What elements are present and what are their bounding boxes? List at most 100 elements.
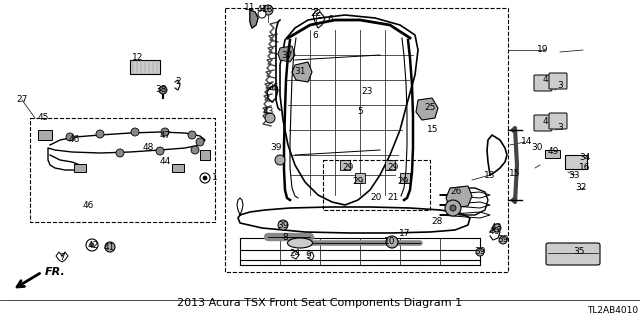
FancyBboxPatch shape <box>534 115 552 131</box>
Text: 43: 43 <box>490 223 502 233</box>
Bar <box>74 164 86 172</box>
Text: 11: 11 <box>244 4 256 12</box>
Polygon shape <box>250 10 258 28</box>
Circle shape <box>258 10 266 18</box>
Text: 29: 29 <box>342 164 354 172</box>
Text: 4: 4 <box>542 117 548 126</box>
Text: 41: 41 <box>256 5 268 14</box>
Circle shape <box>263 5 273 15</box>
Text: 22: 22 <box>310 10 322 19</box>
Circle shape <box>278 220 288 230</box>
Bar <box>30 118 215 222</box>
Text: 39: 39 <box>474 247 486 257</box>
Text: 3: 3 <box>557 81 563 90</box>
Circle shape <box>476 248 484 256</box>
Bar <box>385 160 395 170</box>
Bar <box>38 130 52 140</box>
Ellipse shape <box>287 238 312 248</box>
Text: 23: 23 <box>362 87 372 97</box>
Text: 31: 31 <box>294 68 306 76</box>
FancyBboxPatch shape <box>549 73 567 89</box>
Text: 48: 48 <box>142 143 154 153</box>
Circle shape <box>200 173 210 183</box>
Circle shape <box>275 155 285 165</box>
Text: 29: 29 <box>397 178 409 187</box>
Text: FR.: FR. <box>45 267 66 277</box>
Bar <box>172 164 184 172</box>
Circle shape <box>493 224 501 232</box>
Bar <box>323 160 430 210</box>
Circle shape <box>203 176 207 180</box>
Text: 39: 39 <box>270 143 282 153</box>
Text: 39: 39 <box>497 236 509 244</box>
Text: 49: 49 <box>547 148 559 156</box>
Bar <box>340 160 350 170</box>
Circle shape <box>191 146 199 154</box>
Text: 9: 9 <box>305 251 311 260</box>
Polygon shape <box>446 186 472 208</box>
Text: 20: 20 <box>371 193 381 202</box>
Circle shape <box>445 200 461 216</box>
Text: 2: 2 <box>175 77 181 86</box>
Text: 10: 10 <box>384 236 396 245</box>
Text: 47: 47 <box>159 131 171 140</box>
Text: 5: 5 <box>357 108 363 116</box>
Circle shape <box>86 239 98 251</box>
Circle shape <box>499 236 507 244</box>
FancyBboxPatch shape <box>549 113 567 129</box>
Text: 33: 33 <box>568 171 580 180</box>
Text: 35: 35 <box>573 247 585 257</box>
Circle shape <box>116 149 124 157</box>
Circle shape <box>96 130 104 138</box>
Text: 6: 6 <box>327 15 333 25</box>
Bar <box>130 60 160 74</box>
Text: TL2AB4010: TL2AB4010 <box>587 306 638 315</box>
FancyBboxPatch shape <box>534 75 552 91</box>
Text: 19: 19 <box>537 45 548 54</box>
FancyBboxPatch shape <box>546 243 600 265</box>
Text: 2013 Acura TSX Front Seat Components Diagram 1: 2013 Acura TSX Front Seat Components Dia… <box>177 298 463 308</box>
Text: 8: 8 <box>282 233 288 242</box>
Text: 30: 30 <box>531 143 543 153</box>
Polygon shape <box>278 46 295 62</box>
Circle shape <box>188 131 196 139</box>
Text: 29: 29 <box>387 164 399 172</box>
Text: 41: 41 <box>103 244 115 252</box>
Circle shape <box>105 242 115 252</box>
Text: 46: 46 <box>83 201 93 210</box>
Polygon shape <box>416 98 438 120</box>
Polygon shape <box>292 62 312 82</box>
Text: 14: 14 <box>522 138 532 147</box>
Bar <box>200 150 210 160</box>
Circle shape <box>450 205 456 211</box>
Text: 36: 36 <box>268 84 279 92</box>
Text: 26: 26 <box>451 188 461 196</box>
Text: 1: 1 <box>212 173 218 182</box>
Text: 46: 46 <box>68 135 80 145</box>
Bar <box>565 155 587 169</box>
Text: 27: 27 <box>16 95 28 105</box>
Text: 44: 44 <box>159 157 171 166</box>
Text: 38: 38 <box>156 85 167 94</box>
Text: 24: 24 <box>289 250 301 259</box>
Circle shape <box>66 133 74 141</box>
Text: 7: 7 <box>59 253 65 262</box>
Bar <box>355 173 365 183</box>
Bar <box>545 150 560 158</box>
Text: 29: 29 <box>352 178 364 187</box>
Circle shape <box>265 113 275 123</box>
Circle shape <box>159 86 167 94</box>
Text: 37: 37 <box>281 51 292 60</box>
Text: 34: 34 <box>579 154 591 163</box>
Text: 15: 15 <box>509 169 521 178</box>
Text: 42: 42 <box>88 241 99 250</box>
Circle shape <box>90 243 94 247</box>
Text: 25: 25 <box>424 103 436 113</box>
Circle shape <box>156 147 164 155</box>
Text: 39: 39 <box>277 220 289 229</box>
Text: 13: 13 <box>484 171 496 180</box>
Text: 4: 4 <box>542 76 548 84</box>
Bar <box>400 173 410 183</box>
Text: 6: 6 <box>312 30 318 39</box>
Text: 45: 45 <box>37 114 49 123</box>
